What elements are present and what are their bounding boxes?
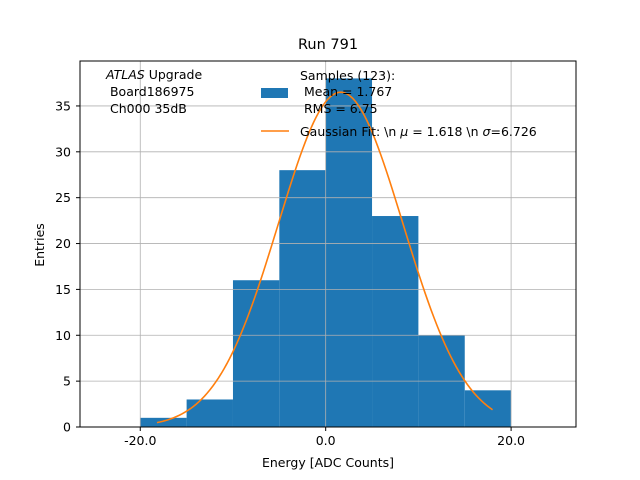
histogram-bar [232,280,280,427]
x-tick-label: 0.0 [316,433,336,448]
histogram-bar [279,170,326,427]
histogram-bar [140,417,187,427]
annotation-experiment: ATLAS [105,67,145,82]
y-tick-label: 35 [55,98,71,113]
y-tick-label: 5 [63,374,71,389]
histogram-bar [186,399,233,427]
legend-samples-rms: RMS = 6.75 [300,101,378,116]
legend-fit-prefix: Gaussian Fit: \n [300,124,400,139]
histogram-bar [372,216,419,427]
histogram-bar [325,78,373,427]
legend-fit-mu-value: = 1.618 \n [408,124,482,139]
annotation-line-1: ATLAS Upgrade [105,67,202,82]
legend: Samples (123): Mean = 1.767 RMS = 6.75 G… [261,68,537,139]
fit-layer [156,91,494,424]
legend-fit-sigma-value: =6.726 [490,124,536,139]
y-tick-label: 15 [55,282,71,297]
legend-samples-label: Samples (123): [300,68,395,83]
y-tick-label: 20 [55,236,71,251]
legend-samples-swatch [261,88,288,98]
x-tick-label: 20.0 [497,433,525,448]
x-axis-label: Energy [ADC Counts] [262,455,394,470]
legend-samples-mean: Mean = 1.767 [300,84,392,99]
gaussian-fit-curve [156,91,494,424]
atlas-annotation: ATLAS Upgrade Board186975 Ch000 35dB [105,67,202,116]
annotation-line-2: Board186975 [106,84,194,99]
x-tick-label: -20.0 [124,433,156,448]
annotation-suffix: Upgrade [145,67,203,82]
histogram-bar [464,390,512,427]
y-tick-label: 10 [55,328,71,343]
chart-title: Run 791 [298,37,358,53]
y-tick-label: 30 [55,144,71,159]
y-axis-label: Entries [32,223,47,267]
y-tick-label: 25 [55,190,71,205]
annotation-line-3: Ch000 35dB [106,101,187,116]
legend-fit-sigma-symbol: σ [483,124,492,139]
ticks-layer: -20.0 0.0 20.0 0 5 10 15 20 25 30 35 [55,98,525,448]
y-tick-label: 0 [63,420,71,435]
legend-fit-label: Gaussian Fit: \n μ = 1.618 \n σ=6.726 [300,124,537,139]
grid-layer [80,61,576,428]
legend-fit-mu-symbol: μ [399,124,408,139]
